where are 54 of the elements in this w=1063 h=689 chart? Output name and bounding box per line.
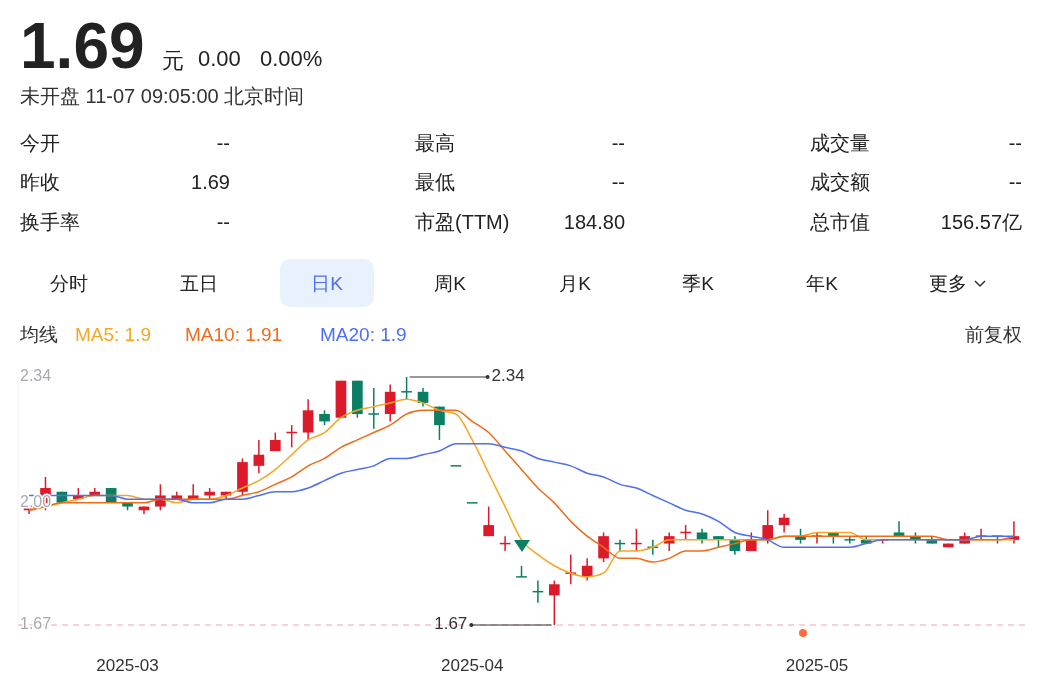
text: 今开 <box>20 132 60 154</box>
text: -- <box>216 211 230 233</box>
candlestick <box>843 535 856 545</box>
candlestick <box>483 505 495 537</box>
text: -- <box>216 132 230 154</box>
candlestick <box>302 398 314 441</box>
text: -- <box>611 171 625 193</box>
text: 156.57亿 <box>940 211 1022 233</box>
text: 1.69 <box>191 171 230 193</box>
text: 前复权 <box>965 324 1022 345</box>
text: -- <box>1008 132 1022 154</box>
text: 换手率 <box>20 211 80 233</box>
candlestick <box>384 383 396 423</box>
annotation: 1.67 <box>434 614 468 634</box>
candlestick <box>367 387 380 430</box>
text: 成交量 <box>810 132 870 154</box>
text: 市盈(TTM) <box>415 211 510 233</box>
text: 周K <box>434 273 467 294</box>
candlestick <box>253 439 265 474</box>
candlestick <box>745 531 757 552</box>
text: 未开盘 11-07 09:05:00 北京时间 <box>20 85 305 107</box>
text: 1.69 <box>20 10 145 82</box>
text: 昨收 <box>20 171 60 193</box>
text: 0.00% <box>260 46 323 71</box>
text: -- <box>1008 171 1022 193</box>
text: 最低 <box>415 171 455 193</box>
x-tick-label: 2025-03 <box>96 656 159 675</box>
text: 0.00 <box>198 46 241 71</box>
text: 更多 <box>929 273 967 294</box>
text: -- <box>611 132 625 154</box>
candlestick <box>598 531 609 563</box>
text: MA10: 1.91 <box>185 324 283 345</box>
text: 日K <box>311 273 344 294</box>
text: 184.80 <box>563 211 625 233</box>
text: 五日 <box>180 273 218 294</box>
legend-title: 均线 <box>19 324 58 345</box>
text: 月K <box>559 273 592 294</box>
candlestick <box>548 579 560 626</box>
text: 季K <box>682 273 715 294</box>
candlestick <box>400 376 413 400</box>
text: 成交额 <box>810 171 870 193</box>
text: 总市值 <box>809 211 870 233</box>
annotation: 2.34 <box>491 366 525 386</box>
y-tick-label: 1.67 <box>20 615 52 633</box>
text: MA20: 1.9 <box>320 324 407 345</box>
text: 元 <box>162 48 184 73</box>
text: 分时 <box>50 273 88 294</box>
x-tick-label: 2025-05 <box>785 656 849 675</box>
text: MA5: 1.9 <box>75 324 152 345</box>
y-tick-label: 2.34 <box>20 367 52 385</box>
candlestick <box>762 509 774 545</box>
text: 年K <box>806 273 839 294</box>
text: 最高 <box>415 132 455 154</box>
x-tick-label: 2025-04 <box>441 656 504 675</box>
